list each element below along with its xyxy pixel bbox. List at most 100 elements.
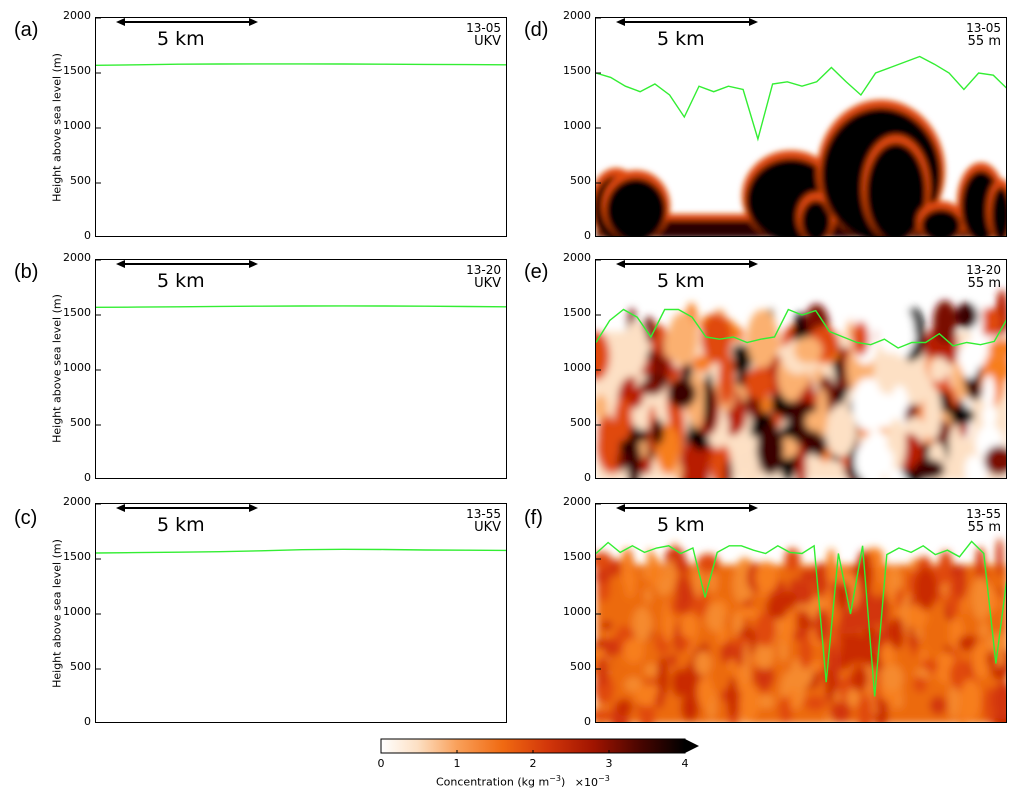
scale-bar-arrow xyxy=(116,18,258,26)
panel-model: 55 m xyxy=(967,34,1001,49)
heatmap-field xyxy=(96,504,506,670)
heatmap-panel xyxy=(95,503,507,723)
colorbar-tick-label: 2 xyxy=(529,757,537,770)
boundary-layer-line xyxy=(596,55,1006,142)
panel-annotation: 13-55 UKV xyxy=(466,507,501,535)
panel-time: 13-55 xyxy=(966,507,1001,521)
panel-time: 13-20 xyxy=(966,263,1001,277)
colorbar-label-exponent: −3 xyxy=(549,774,561,783)
heatmap-field xyxy=(96,18,506,184)
scale-bar-arrow xyxy=(616,260,758,268)
heatmap-panel xyxy=(95,259,507,479)
panel-model: UKV xyxy=(474,276,501,291)
panel-letter-f: (f) xyxy=(524,507,543,529)
scale-bar-label: 5 km xyxy=(157,28,205,50)
y-tick-label: 0 xyxy=(584,715,591,728)
panel-time: 13-55 xyxy=(466,507,501,521)
scale-bar-arrow xyxy=(116,504,258,512)
scale-bar-label: 5 km xyxy=(157,270,205,292)
colorbar-tick-label: 4 xyxy=(681,757,689,770)
y-tick-label: 1000 xyxy=(563,119,591,132)
heatmap-field xyxy=(596,260,1006,478)
boundary-layer-line xyxy=(596,540,1006,697)
y-tick-label: 1500 xyxy=(563,306,591,319)
y-tick-label: 2000 xyxy=(563,9,591,22)
colorbar-label: Concentration (kg m−3) ×10−3 xyxy=(436,774,610,789)
panel-model: 55 m xyxy=(967,520,1001,535)
scale-bar-arrow xyxy=(616,504,758,512)
y-tick-label: 500 xyxy=(70,660,91,673)
panel-letter-d: (d) xyxy=(524,19,549,41)
y-tick-label: 1000 xyxy=(63,119,91,132)
heatmap-panel xyxy=(595,259,1007,479)
boundary-layer-line xyxy=(596,308,1006,349)
y-tick-label: 1000 xyxy=(63,605,91,618)
boundary-layer-line xyxy=(96,548,506,554)
y-tick-label: 0 xyxy=(584,229,591,242)
scale-bar-label: 5 km xyxy=(157,514,205,536)
y-tick-label: 2000 xyxy=(563,495,591,508)
y-tick-label: 0 xyxy=(584,471,591,484)
panel-letter-b: (b) xyxy=(14,261,39,283)
boundary-layer-line xyxy=(96,63,506,66)
colorbar-tick-label: 0 xyxy=(377,757,385,770)
y-tick-label: 500 xyxy=(70,416,91,429)
panel-letter-a: (a) xyxy=(14,19,39,41)
panel-time: 13-20 xyxy=(466,263,501,277)
scale-bar-label: 5 km xyxy=(657,514,705,536)
y-tick-label: 500 xyxy=(570,660,591,673)
y-tick-label: 2000 xyxy=(63,9,91,22)
plume-field xyxy=(596,289,1006,478)
y-tick-label: 2000 xyxy=(63,251,91,264)
y-tick-label: 2000 xyxy=(63,495,91,508)
y-tick-label: 1000 xyxy=(563,361,591,374)
y-tick-label: 1000 xyxy=(63,361,91,374)
plume-field xyxy=(596,99,1006,236)
panel-letter-e: (e) xyxy=(524,261,549,283)
colorbar-multiplier: ×10 xyxy=(574,775,598,789)
scale-bar-label: 5 km xyxy=(657,28,705,50)
colorbar-label-close: ) xyxy=(560,775,566,789)
colorbar-label-text: Concentration (kg m xyxy=(436,775,550,789)
panel-annotation: 13-05 UKV xyxy=(466,21,501,49)
panel-model: UKV xyxy=(474,520,501,535)
heatmap-panel xyxy=(95,17,507,237)
colorbar-tick-label: 1 xyxy=(453,757,461,770)
plume-field xyxy=(596,537,1006,722)
panel-time: 13-05 xyxy=(466,21,501,35)
panel-annotation: 13-20 UKV xyxy=(466,263,501,291)
y-tick-label: 1500 xyxy=(63,64,91,77)
panel-annotation: 13-55 55 m xyxy=(966,507,1001,535)
panel-time: 13-05 xyxy=(966,21,1001,35)
y-tick-label: 2000 xyxy=(563,251,591,264)
y-tick-label: 1500 xyxy=(563,550,591,563)
y-tick-label: 500 xyxy=(70,174,91,187)
heatmap-field xyxy=(596,18,1006,236)
y-tick-label: 500 xyxy=(570,174,591,187)
y-tick-label: 1500 xyxy=(63,550,91,563)
heatmap-panel xyxy=(595,503,1007,723)
scale-bar-label: 5 km xyxy=(657,270,705,292)
y-tick-label: 1500 xyxy=(63,306,91,319)
panel-model: 55 m xyxy=(967,276,1001,291)
y-tick-label: 500 xyxy=(570,416,591,429)
y-tick-label: 1500 xyxy=(563,64,591,77)
panel-model: UKV xyxy=(474,34,501,49)
heatmap-panel xyxy=(595,17,1007,237)
y-tick-label: 0 xyxy=(84,229,91,242)
panel-annotation: 13-05 55 m xyxy=(966,21,1001,49)
y-tick-label: 0 xyxy=(84,471,91,484)
y-tick-label: 0 xyxy=(84,715,91,728)
panel-annotation: 13-20 55 m xyxy=(966,263,1001,291)
heatmap-field xyxy=(96,260,506,426)
panel-letter-c: (c) xyxy=(14,507,38,529)
colorbar-multiplier-exponent: −3 xyxy=(597,774,610,783)
scale-bar-arrow xyxy=(616,18,758,26)
y-tick-label: 1000 xyxy=(563,605,591,618)
heatmap-field xyxy=(596,504,1006,722)
boundary-layer-line xyxy=(96,305,506,308)
colorbar-extend-arrow xyxy=(685,739,699,753)
scale-bar-arrow xyxy=(116,260,258,268)
colorbar-tick-label: 3 xyxy=(605,757,613,770)
